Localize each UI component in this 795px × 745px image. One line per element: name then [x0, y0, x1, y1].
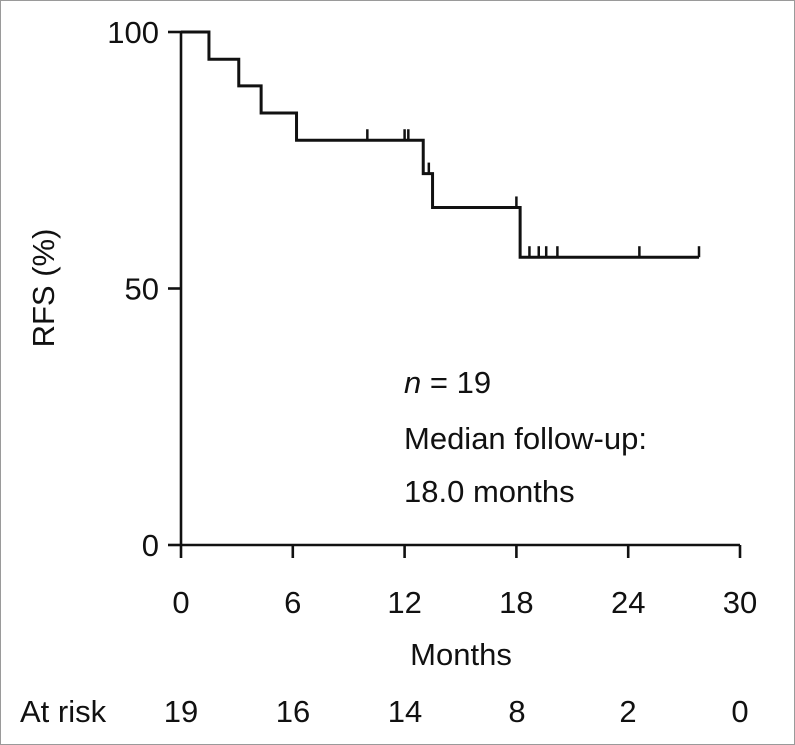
y-tick-label-100: 100	[107, 15, 159, 50]
at-risk-value-0: 19	[164, 694, 198, 729]
x-tick-label-6: 6	[284, 585, 301, 620]
sample-size-value: = 19	[421, 365, 491, 400]
at-risk-value-4: 2	[619, 694, 636, 729]
y-tick-label-0: 0	[142, 528, 159, 563]
x-axis: 0 6 12 18 24 30	[172, 543, 757, 620]
median-follow-up-label: Median follow-up:	[404, 421, 647, 456]
y-tick-label-50: 50	[125, 272, 159, 307]
sample-size-symbol: n	[404, 365, 421, 400]
at-risk-value-3: 8	[508, 694, 525, 729]
x-tick-label-0: 0	[172, 585, 189, 620]
at-risk-value-5: 0	[731, 694, 748, 729]
rfs-step-curve	[181, 30, 700, 259]
median-follow-up-value: 18.0 months	[404, 474, 575, 509]
rfs-curve-group	[181, 30, 700, 259]
at-risk-label: At risk	[20, 694, 107, 729]
sample-size-annotation: n = 19	[404, 365, 491, 400]
x-tick-label-24: 24	[611, 585, 645, 620]
x-tick-label-12: 12	[387, 585, 421, 620]
x-axis-label: Months	[410, 637, 512, 672]
censor-marks	[366, 129, 701, 258]
y-axis: 0 50 100	[107, 15, 183, 563]
at-risk-value-2: 14	[388, 694, 422, 729]
y-axis-label: RFS (%)	[26, 229, 61, 348]
at-risk-value-1: 16	[276, 694, 310, 729]
x-tick-label-18: 18	[499, 585, 533, 620]
at-risk-values: 19 16 14 8 2 0	[164, 694, 749, 729]
x-tick-label-30: 30	[723, 585, 757, 620]
